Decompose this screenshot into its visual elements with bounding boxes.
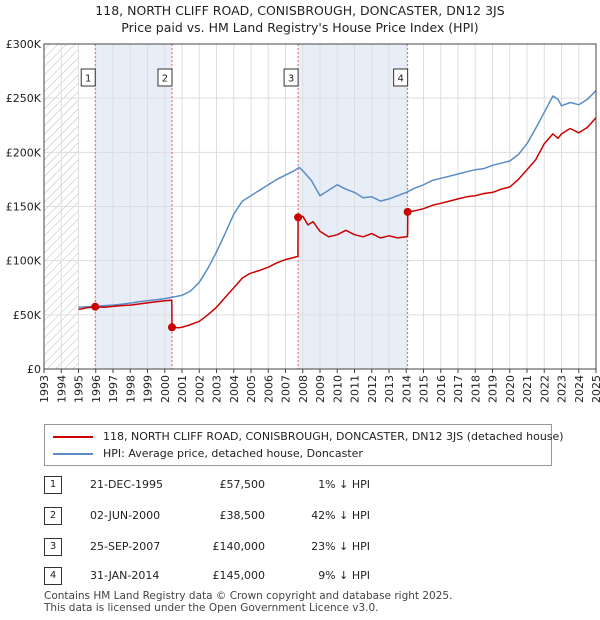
x-tick-label: 2004 — [228, 375, 241, 403]
transaction-point — [403, 207, 412, 216]
legend-label-property: 118, NORTH CLIFF ROAD, CONISBROUGH, DONC… — [103, 430, 564, 443]
x-tick-label: 2006 — [262, 375, 275, 403]
transaction-row: 4 31-JAN-2014 £145,000 9% ↓ HPI — [0, 567, 600, 587]
x-tick-label: 2012 — [366, 375, 379, 403]
transaction-row: 2 02-JUN-2000 £38,500 42% ↓ HPI — [0, 507, 600, 527]
legend: 118, NORTH CLIFF ROAD, CONISBROUGH, DONC… — [44, 424, 564, 466]
transaction-hpi-diff: 23% ↓ HPI — [311, 540, 370, 553]
transaction-row: 3 25-SEP-2007 £140,000 23% ↓ HPI — [0, 538, 600, 558]
x-tick-label: 2007 — [280, 375, 293, 403]
x-tick-label: 2023 — [556, 375, 569, 403]
transaction-label-box — [393, 68, 409, 87]
x-tick-label: 2001 — [176, 375, 189, 403]
legend-swatch-property — [53, 436, 93, 438]
x-tick-label: 2015 — [418, 375, 431, 403]
x-tick-label: 1993 — [38, 375, 51, 403]
transaction-label-box — [283, 68, 299, 87]
transaction-date: 31-JAN-2014 — [90, 569, 160, 582]
transaction-point — [294, 213, 303, 222]
x-tick-label: 1996 — [90, 375, 103, 403]
x-tick-label: 2018 — [469, 375, 482, 403]
x-tick-label: 1997 — [107, 375, 120, 403]
footer-license: This data is licensed under the Open Gov… — [44, 602, 379, 614]
x-tick-label: 2020 — [504, 375, 517, 403]
legend-swatch-hpi — [53, 453, 93, 455]
chart-title: 118, NORTH CLIFF ROAD, CONISBROUGH, DONC… — [95, 3, 505, 18]
transaction-hpi-diff: 1% ↓ HPI — [318, 478, 370, 491]
x-tick-label: 2008 — [297, 375, 310, 403]
transaction-label: 1 — [85, 74, 91, 85]
x-tick-label: 2017 — [452, 375, 465, 403]
x-tick-label: 1998 — [124, 375, 137, 403]
transaction-date: 02-JUN-2000 — [90, 509, 161, 522]
x-tick-label: 2003 — [211, 375, 224, 403]
x-tick-label: 2016 — [435, 375, 448, 403]
transaction-number: 3 — [44, 538, 62, 556]
x-tick-label: 2010 — [331, 375, 344, 403]
x-tick-label: 2011 — [349, 375, 362, 403]
transaction-number: 4 — [44, 567, 62, 585]
x-tick-label: 2014 — [400, 375, 413, 403]
x-tick-label: 2009 — [314, 375, 327, 403]
x-tick-label: 2000 — [159, 375, 172, 403]
transaction-date: 21-DEC-1995 — [90, 478, 164, 491]
transaction-label-box — [80, 68, 96, 87]
x-tick-label: 2002 — [193, 375, 206, 403]
hpi-line — [78, 90, 597, 309]
chart-subtitle: Price paid vs. HM Land Registry's House … — [121, 20, 479, 35]
property-price-line — [78, 117, 597, 329]
x-tick-label: 2019 — [487, 375, 500, 403]
y-tick-label: £300K — [6, 38, 42, 51]
transaction-date: 25-SEP-2007 — [90, 540, 161, 553]
transaction-label: 2 — [162, 74, 168, 85]
x-tick-label: 2013 — [383, 375, 396, 403]
footer-copyright: Contains HM Land Registry data © Crown c… — [44, 590, 453, 602]
x-tick-label: 2022 — [538, 375, 551, 403]
transaction-label: 3 — [288, 74, 294, 85]
transaction-number: 2 — [44, 507, 62, 525]
x-tick-label: 1999 — [142, 375, 155, 403]
x-tick-label: 1995 — [73, 375, 86, 403]
y-tick-label: £200K — [6, 146, 42, 159]
x-tick-label: 2021 — [521, 375, 534, 403]
y-tick-label: £100K — [6, 255, 42, 268]
x-tick-label: 1994 — [55, 375, 68, 403]
x-tick-label: 2005 — [245, 375, 258, 403]
y-tick-label: £150K — [6, 201, 42, 214]
transaction-price: £57,500 — [219, 478, 266, 491]
transaction-label: 4 — [397, 74, 403, 85]
transaction-row: 1 21-DEC-1995 £57,500 1% ↓ HPI — [0, 476, 600, 496]
y-tick-label: £250K — [6, 92, 42, 105]
price-chart: 1 2 3 4 £0 £50K £100K £150K £200K £250K £300K 1993… — [6, 38, 600, 403]
x-tick-label: 2024 — [573, 375, 586, 403]
transaction-price: £140,000 — [212, 540, 266, 553]
transaction-point — [167, 323, 176, 332]
transaction-number: 1 — [44, 476, 62, 494]
transaction-point — [91, 302, 100, 311]
transaction-price: £38,500 — [219, 509, 266, 522]
transaction-price: £145,000 — [212, 569, 266, 582]
transaction-hpi-diff: 9% ↓ HPI — [318, 569, 370, 582]
y-tick-label: £50K — [13, 309, 42, 322]
transaction-hpi-diff: 42% ↓ HPI — [311, 509, 370, 522]
transaction-label-box — [157, 68, 173, 87]
x-tick-label: 2025 — [590, 375, 600, 403]
y-tick-label: £0 — [27, 363, 41, 376]
legend-label-hpi: HPI: Average price, detached house, Donc… — [103, 447, 363, 460]
